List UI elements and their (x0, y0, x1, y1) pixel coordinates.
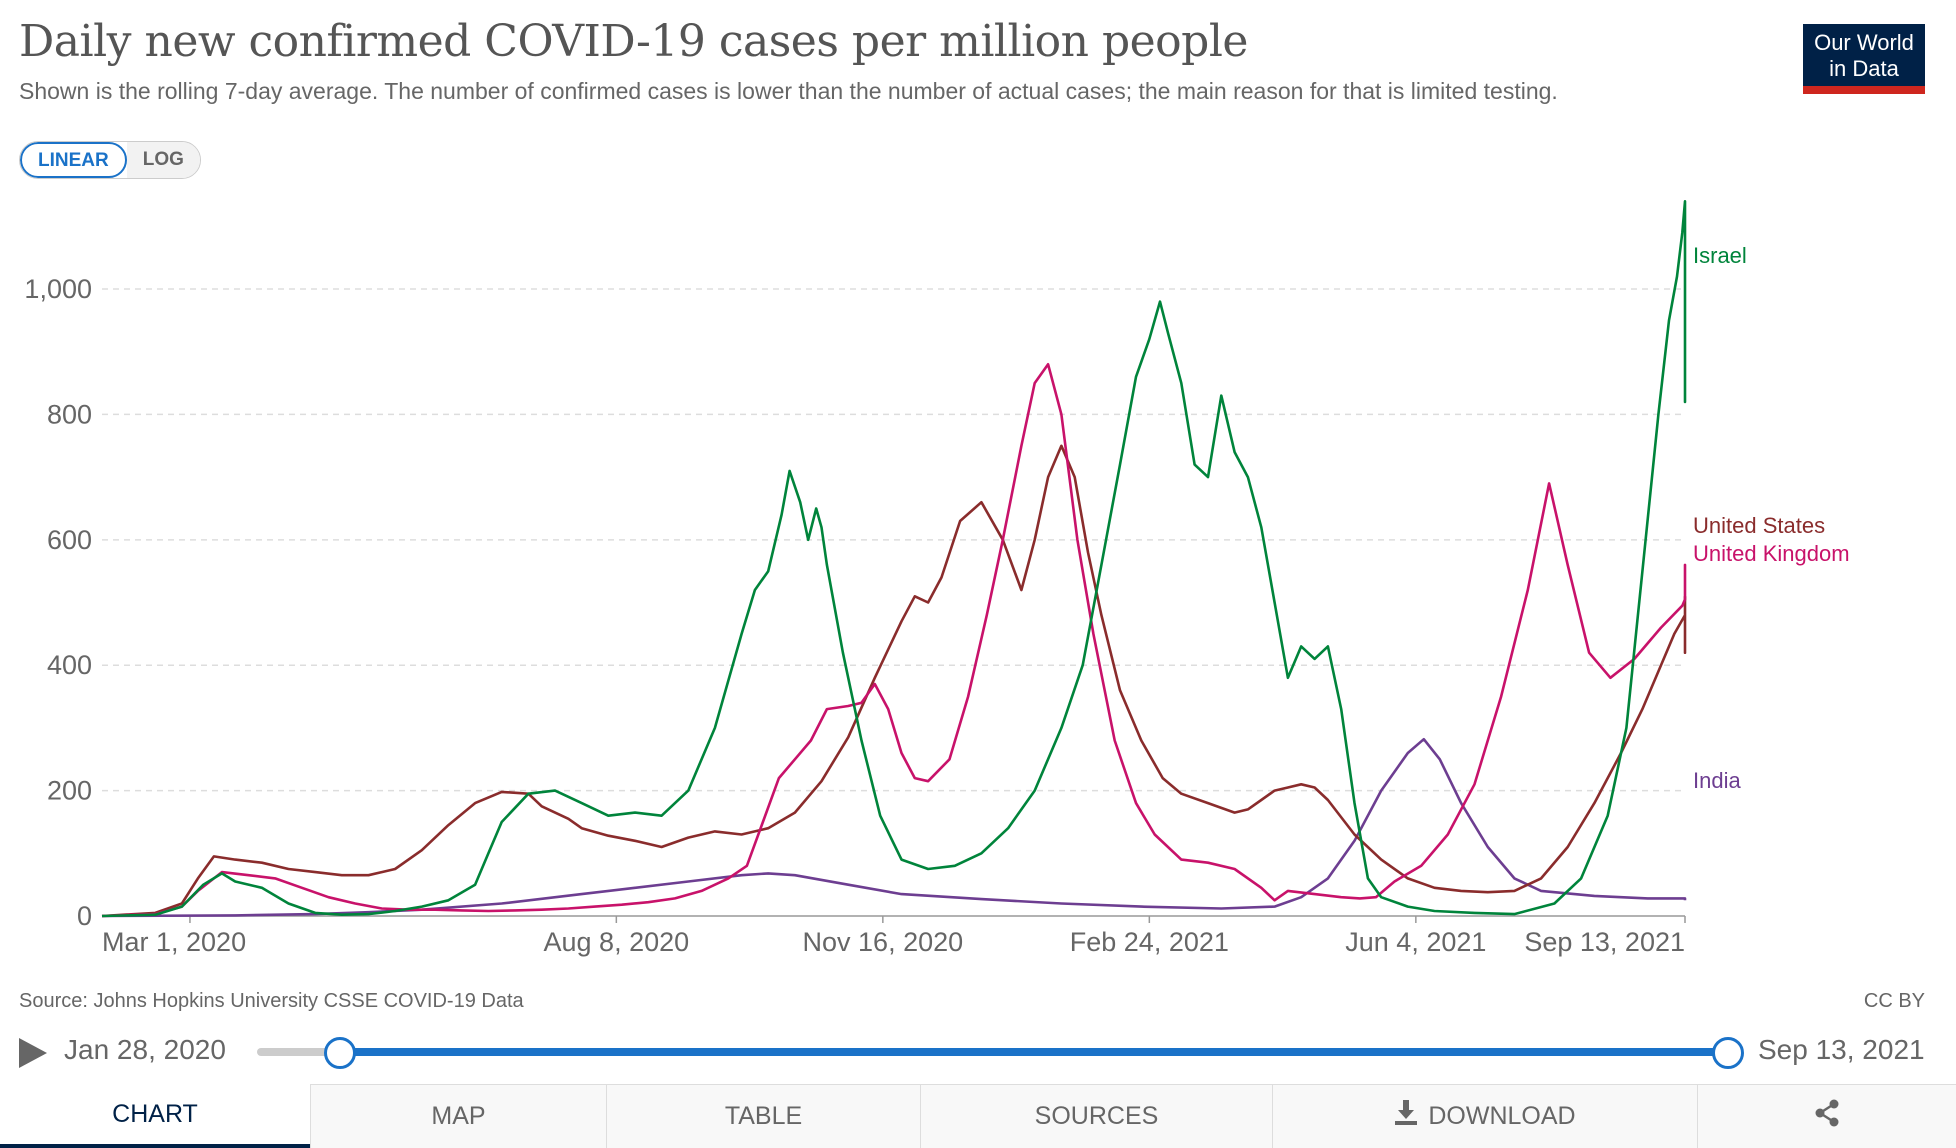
x-tick-label: Mar 1, 2020 (102, 927, 246, 957)
x-tick-label: Aug 8, 2020 (544, 927, 690, 957)
chart-subtitle: Shown is the rolling 7-day average. The … (19, 78, 1558, 104)
license-link[interactable]: CC BY (1863, 990, 1925, 1012)
y-tick-label: 1,000 (24, 274, 92, 304)
tab-download-label: DOWNLOAD (1428, 1102, 1576, 1130)
tab-chart-label: CHART (112, 1099, 198, 1128)
timeline-start-date: Jan 28, 2020 (64, 1034, 226, 1065)
tab-table-label: TABLE (724, 1102, 803, 1130)
y-tick-label: 200 (47, 776, 92, 806)
y-tick-label: 0 (77, 901, 92, 931)
tab-chart[interactable]: CHART (0, 1084, 310, 1148)
tab-table[interactable]: TABLE (606, 1084, 920, 1148)
timeline-end-handle[interactable] (1712, 1037, 1744, 1069)
tab-sources[interactable]: SOURCES (920, 1084, 1272, 1148)
y-tick-label: 800 (47, 399, 92, 429)
tab-download[interactable]: DOWNLOAD (1272, 1084, 1697, 1148)
x-tick-label: Feb 24, 2021 (1070, 927, 1229, 957)
download-icon (1394, 1100, 1418, 1133)
logo-line-1: Our World (1814, 30, 1914, 55)
linear-scale-button[interactable]: LINEAR (20, 142, 127, 178)
timeline-start-handle[interactable] (324, 1037, 356, 1069)
tab-bar: CHART MAP TABLE SOURCES DOWNLOAD (0, 1084, 1956, 1148)
tab-map[interactable]: MAP (310, 1084, 606, 1148)
series-label-united-states: United States (1693, 513, 1825, 538)
share-icon (1814, 1099, 1840, 1134)
series-line-india (101, 737, 1687, 918)
y-tick-label: 600 (47, 525, 92, 555)
series-label-united-kingdom: United Kingdom (1693, 541, 1850, 566)
chart-title: Daily new confirmed COVID-19 cases per m… (19, 16, 1248, 67)
tab-share[interactable] (1697, 1084, 1956, 1148)
y-tick-label: 400 (47, 650, 92, 680)
x-tick-label: Jun 4, 2021 (1345, 927, 1486, 957)
series-line-united-states (101, 444, 1687, 918)
source-note[interactable]: Source: Johns Hopkins University CSSE CO… (19, 990, 524, 1012)
x-tick-label: Nov 16, 2020 (803, 927, 964, 957)
scale-toggle: LINEAR LOG (19, 141, 201, 179)
timeline-end-date: Sep 13, 2021 (1758, 1034, 1925, 1065)
tab-sources-label: SOURCES (1034, 1102, 1159, 1130)
series-label-israel: Israel (1693, 243, 1747, 268)
series-label-india: India (1693, 768, 1741, 793)
series-line-israel (101, 200, 1687, 918)
x-tick-label: Sep 13, 2021 (1524, 927, 1685, 957)
play-icon[interactable] (19, 1038, 47, 1068)
tab-map-label: MAP (431, 1102, 486, 1130)
series-line-united-kingdom (101, 363, 1687, 918)
logo-line-2: in Data (1829, 56, 1899, 81)
owid-logo[interactable]: Our World in Data (1803, 24, 1925, 94)
timeline-range-fill (339, 1048, 1727, 1056)
line-chart: 0 200 400 600 800 1,000 Mar 1, 2020 Aug 8, 2020… (24, 200, 1850, 957)
log-scale-button[interactable]: LOG (126, 142, 200, 178)
